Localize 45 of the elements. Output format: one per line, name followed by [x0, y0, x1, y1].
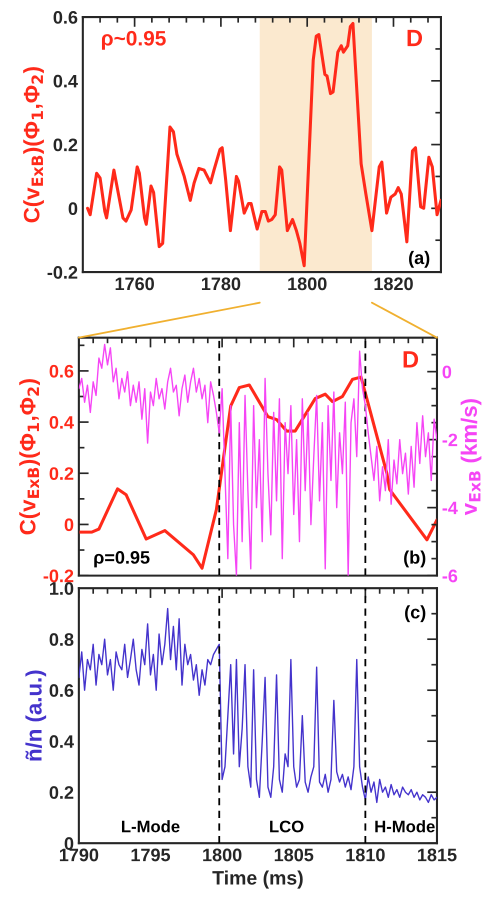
annotation: LCO [270, 820, 304, 832]
x-tick-label: 1815 [418, 848, 457, 862]
x-tick-label: 1800 [288, 277, 327, 290]
x-tick-label: 1795 [132, 848, 170, 862]
x-tick-label: 1780 [202, 277, 240, 290]
y2-axis-title: v$_{ExB}$ (km/s) [460, 399, 482, 516]
y-tick-label: 0.4 [50, 416, 74, 429]
x-tick-label: 1805 [274, 848, 314, 862]
y-tick-label: 0.2 [50, 467, 74, 480]
y-tick-label: 0.6 [54, 10, 78, 24]
y-tick-label: 0 [64, 837, 74, 850]
y-tick-label: 1.0 [50, 582, 74, 595]
x-tick-label: 1800 [203, 848, 242, 862]
x-axis-title: Time (ms) [212, 870, 303, 889]
x-tick-label: 1820 [374, 277, 413, 290]
x-tick-label: 1760 [116, 277, 154, 290]
x-tick-label: 1790 [60, 848, 98, 862]
y2-tick-label: -2 [442, 434, 458, 446]
y-tick-label: -0.2 [48, 266, 78, 279]
x-tick-label: 1810 [346, 848, 385, 862]
y2-tick-label: -6 [442, 570, 458, 582]
annotation: (a) [409, 250, 430, 268]
annotation: (b) [404, 550, 426, 568]
y-tick-label: 0.4 [54, 74, 78, 88]
annotation: L-Mode [122, 820, 180, 832]
annotation: D [408, 30, 422, 46]
annotation: D [404, 351, 418, 368]
y2-tick-label: -4 [442, 502, 458, 514]
annotation: ρ~0.95 [102, 30, 166, 50]
y-tick-label: 0.6 [50, 364, 74, 378]
y-tick-label: -0.2 [44, 570, 74, 582]
annotation: H-Mode [375, 820, 435, 832]
y-axis-title: ñ/n (a.u.) [25, 670, 46, 761]
y-tick-label: 0.4 [50, 735, 74, 748]
y-tick-label: 0 [68, 202, 78, 216]
y-tick-label: 0.2 [50, 786, 74, 799]
annotation: ρ=0.95 [94, 551, 150, 568]
y-tick-label: 0 [64, 518, 74, 532]
y2-tick-label: 0 [442, 366, 452, 378]
annotation: (c) [405, 605, 426, 622]
y-axis-title: C(v$_{ExB}$)(Φ$_{1}$,Φ$_{2}$) [23, 67, 44, 222]
y-tick-label: 0.8 [50, 633, 74, 646]
y-axis-title: C(v$_{ExB}$)(Φ$_{1}$,Φ$_{2}$) [19, 379, 40, 534]
y-tick-label: 0.2 [54, 138, 78, 152]
y-tick-label: 0.6 [50, 684, 74, 697]
